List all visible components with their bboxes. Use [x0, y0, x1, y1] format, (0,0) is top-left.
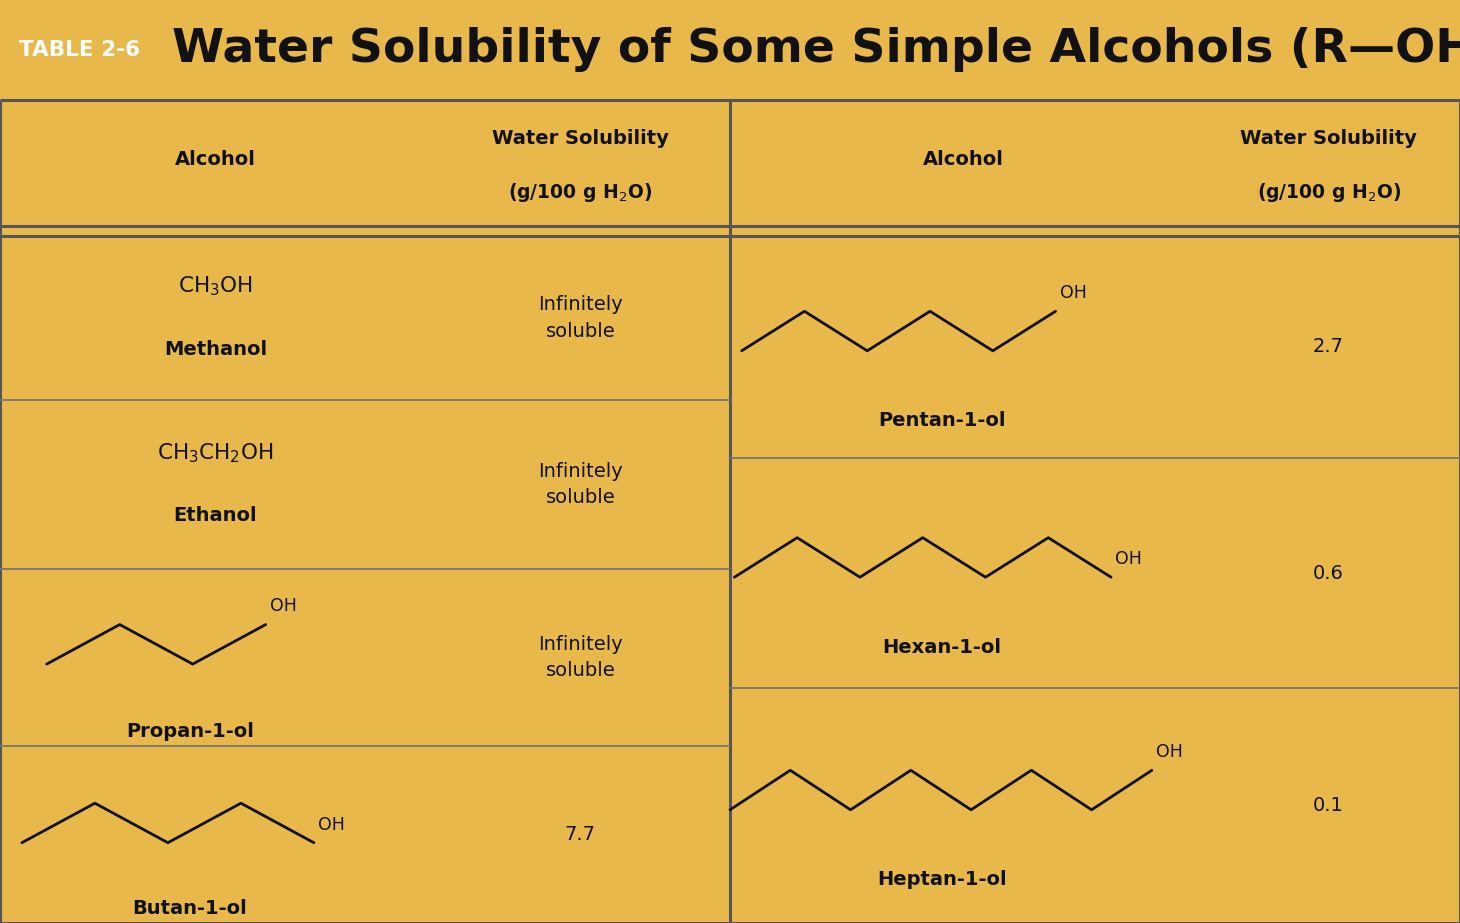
Text: (g/100 g H$_2$O): (g/100 g H$_2$O): [1257, 181, 1400, 204]
Text: CH$_3$OH: CH$_3$OH: [178, 275, 253, 298]
Text: OH: OH: [270, 597, 296, 616]
Text: Butan-1-ol: Butan-1-ol: [133, 899, 247, 918]
Text: Water Solubility: Water Solubility: [1240, 129, 1418, 149]
Text: Water Solubility: Water Solubility: [492, 129, 669, 149]
Text: (g/100 g H$_2$O): (g/100 g H$_2$O): [508, 181, 653, 204]
Text: OH: OH: [1060, 284, 1086, 302]
Text: Infinitely
soluble: Infinitely soluble: [537, 635, 623, 680]
Text: Alcohol: Alcohol: [175, 150, 256, 169]
Text: Water Solubility of Some Simple Alcohols (R—OH): Water Solubility of Some Simple Alcohols…: [172, 28, 1460, 72]
Text: Infinitely
soluble: Infinitely soluble: [537, 462, 623, 508]
Text: 2.7: 2.7: [1313, 337, 1345, 356]
Text: Heptan-1-ol: Heptan-1-ol: [877, 870, 1006, 889]
Text: TABLE 2-6: TABLE 2-6: [19, 40, 140, 60]
Text: Hexan-1-ol: Hexan-1-ol: [882, 638, 1002, 656]
Text: Ethanol: Ethanol: [174, 507, 257, 525]
Text: 7.7: 7.7: [565, 825, 596, 844]
Text: Propan-1-ol: Propan-1-ol: [126, 722, 254, 741]
Text: OH: OH: [1156, 743, 1183, 761]
Text: Methanol: Methanol: [164, 340, 267, 359]
Text: CH$_3$CH$_2$OH: CH$_3$CH$_2$OH: [158, 441, 273, 465]
Text: Alcohol: Alcohol: [923, 150, 1004, 169]
Text: OH: OH: [318, 816, 345, 833]
Text: Pentan-1-ol: Pentan-1-ol: [877, 412, 1006, 430]
Text: OH: OH: [1115, 550, 1142, 568]
Text: 0.1: 0.1: [1313, 797, 1345, 815]
Text: 0.6: 0.6: [1313, 564, 1345, 582]
Text: Infinitely
soluble: Infinitely soluble: [537, 295, 623, 341]
